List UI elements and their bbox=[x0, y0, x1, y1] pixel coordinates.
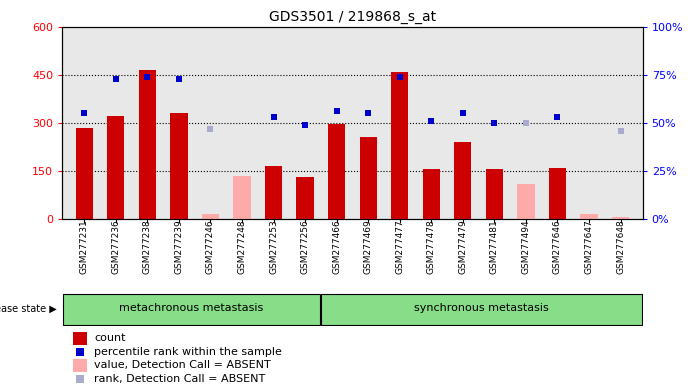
Text: GSM277646: GSM277646 bbox=[553, 219, 562, 274]
Point bbox=[552, 114, 563, 120]
Bar bbox=[612, 217, 630, 219]
Text: disease state ▶: disease state ▶ bbox=[0, 303, 57, 313]
Bar bbox=[518, 184, 535, 219]
Point bbox=[394, 74, 405, 80]
Point bbox=[268, 114, 279, 120]
Point bbox=[489, 120, 500, 126]
Bar bbox=[73, 332, 86, 345]
Text: GSM277466: GSM277466 bbox=[332, 219, 341, 274]
Point bbox=[615, 127, 626, 134]
Text: value, Detection Call = ABSENT: value, Detection Call = ABSENT bbox=[94, 360, 271, 370]
Bar bbox=[75, 127, 93, 219]
Point bbox=[457, 110, 468, 116]
Bar bbox=[139, 70, 156, 219]
Text: GSM277236: GSM277236 bbox=[111, 219, 120, 274]
Bar bbox=[549, 168, 566, 219]
Bar bbox=[265, 166, 282, 219]
Bar bbox=[107, 116, 124, 219]
Text: rank, Detection Call = ABSENT: rank, Detection Call = ABSENT bbox=[94, 374, 265, 384]
Bar bbox=[580, 214, 598, 219]
Bar bbox=[454, 142, 471, 219]
Text: percentile rank within the sample: percentile rank within the sample bbox=[94, 347, 282, 357]
Bar bbox=[170, 113, 187, 219]
Point bbox=[173, 76, 184, 82]
Point bbox=[79, 110, 90, 116]
Point bbox=[142, 74, 153, 80]
Bar bbox=[391, 72, 408, 219]
Text: GSM277256: GSM277256 bbox=[301, 219, 310, 274]
Point bbox=[74, 349, 85, 355]
Text: GSM277246: GSM277246 bbox=[206, 219, 215, 273]
Bar bbox=[486, 169, 503, 219]
Bar bbox=[359, 137, 377, 219]
Title: GDS3501 / 219868_s_at: GDS3501 / 219868_s_at bbox=[269, 10, 436, 25]
FancyBboxPatch shape bbox=[63, 293, 319, 325]
Text: metachronous metastasis: metachronous metastasis bbox=[119, 303, 263, 313]
Point bbox=[300, 122, 311, 128]
Text: GSM277253: GSM277253 bbox=[269, 219, 278, 274]
Text: GSM277248: GSM277248 bbox=[238, 219, 247, 273]
Text: GSM277478: GSM277478 bbox=[427, 219, 436, 274]
Point bbox=[111, 76, 122, 82]
Text: GSM277481: GSM277481 bbox=[490, 219, 499, 274]
Point bbox=[363, 110, 374, 116]
Bar bbox=[73, 359, 86, 372]
Text: GSM277647: GSM277647 bbox=[585, 219, 594, 274]
Point bbox=[426, 118, 437, 124]
Text: count: count bbox=[94, 333, 126, 343]
Bar bbox=[296, 177, 314, 219]
Text: GSM277469: GSM277469 bbox=[363, 219, 372, 274]
Bar bbox=[423, 169, 440, 219]
Bar bbox=[202, 214, 219, 219]
Bar bbox=[328, 124, 346, 219]
Point bbox=[205, 126, 216, 132]
Text: GSM277238: GSM277238 bbox=[143, 219, 152, 274]
Text: GSM277479: GSM277479 bbox=[458, 219, 467, 274]
Point bbox=[74, 376, 85, 382]
Bar bbox=[234, 176, 251, 219]
Text: GSM277231: GSM277231 bbox=[79, 219, 88, 274]
Text: GSM277494: GSM277494 bbox=[522, 219, 531, 273]
FancyBboxPatch shape bbox=[321, 293, 642, 325]
Text: synchronous metastasis: synchronous metastasis bbox=[414, 303, 549, 313]
Point bbox=[331, 108, 342, 114]
Text: GSM277648: GSM277648 bbox=[616, 219, 625, 274]
Text: GSM277239: GSM277239 bbox=[174, 219, 183, 274]
Text: GSM277477: GSM277477 bbox=[395, 219, 404, 274]
Point bbox=[520, 120, 531, 126]
